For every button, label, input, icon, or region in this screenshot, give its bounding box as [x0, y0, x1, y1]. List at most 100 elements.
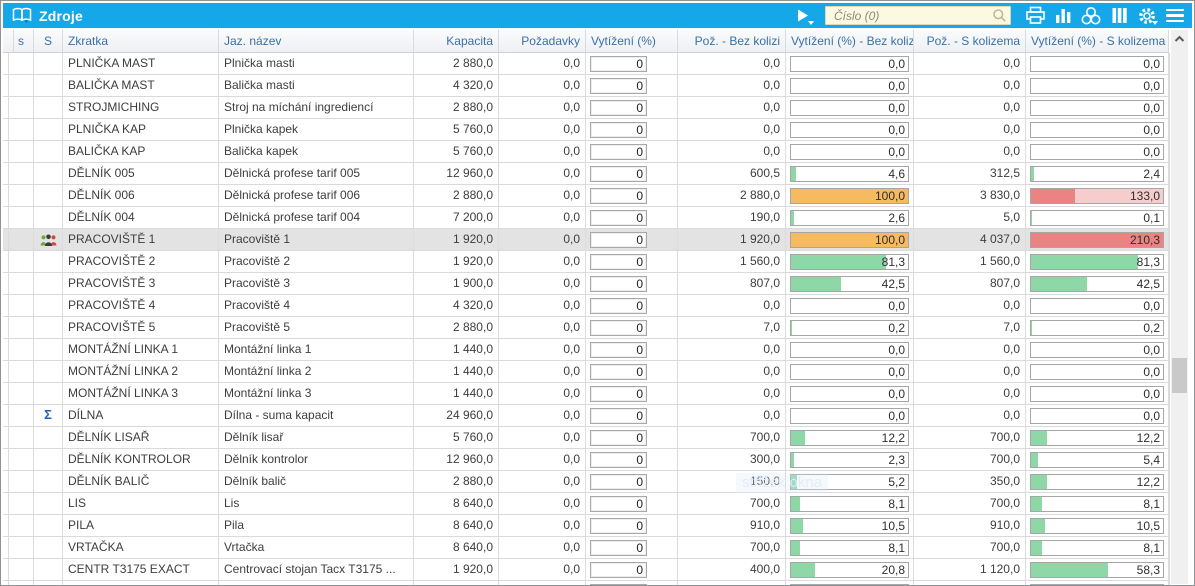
vytizeni-input[interactable]: 0 [590, 363, 647, 380]
cell-s [9, 537, 34, 558]
vytizeni-input[interactable]: 0 [590, 121, 647, 138]
vytizeni-input[interactable]: 0 [590, 539, 647, 556]
table-row[interactable]: MONTÁŽNÍ LINKA 2 Montážní linka 2 1 440,… [3, 361, 1169, 383]
vytizeni-input[interactable]: 0 [590, 517, 647, 534]
header-vytizeni-s-kolizema[interactable]: Vytížení (%) - S kolizema [1026, 30, 1169, 52]
table-row[interactable]: BALIČKA MAST Balička masti 4 320,0 0,0 0… [3, 75, 1169, 97]
header-S[interactable]: S [34, 30, 63, 52]
table-row[interactable]: PLNIČKA MAST Plnička masti 2 880,0 0,0 0… [3, 53, 1169, 75]
header-poz-s-kolizema[interactable]: Pož. - S kolizema [914, 30, 1026, 52]
cell-vyt-s: 210,3 [1026, 229, 1169, 250]
utilization-bar-bez: 8,1 [790, 495, 909, 512]
vytizeni-input[interactable]: 0 [590, 143, 647, 160]
table-row[interactable]: CENTR T3175 EXACT Centrovací stojan Tacx… [3, 559, 1169, 581]
cell-vyt-bez: 0,0 [786, 383, 914, 404]
cell-poz-bez: 300,0 [678, 449, 786, 470]
vytizeni-input[interactable]: 0 [590, 495, 647, 512]
cell-pozadavky: 0,0 [499, 185, 586, 206]
utilization-bar-bez: 0,0 [790, 297, 909, 314]
header-kapacita[interactable]: Kapacita [414, 30, 499, 52]
vytizeni-input[interactable]: 0 [590, 385, 647, 402]
table-row[interactable]: VRTAČKA Vrtačka 8 640,0 0,0 0 700,0 8,1 … [3, 537, 1169, 559]
header-pozadavky[interactable]: Požadavky [499, 30, 586, 52]
vytizeni-input[interactable]: 0 [590, 55, 647, 72]
vytizeni-input[interactable]: 0 [590, 187, 647, 204]
table-row[interactable]: DĚLNÍK KONTROLOR Dělník kontrolor 12 960… [3, 449, 1169, 471]
vytizeni-input[interactable]: 0 [590, 165, 647, 182]
search-input[interactable] [825, 6, 1011, 25]
vytizeni-input[interactable]: 0 [590, 561, 647, 578]
cell-kapacita: 8 640,0 [414, 515, 499, 536]
vytizeni-input[interactable]: 0 [590, 209, 647, 226]
utilization-bar-bez: 0,0 [790, 385, 909, 402]
utilization-bar-bez: 0,2 [790, 319, 909, 336]
table-row[interactable]: STROJMICHING Stroj na míchání ingredienc… [3, 97, 1169, 119]
cell-nazev: Montážní linka 1 [219, 339, 414, 360]
vertical-scrollbar[interactable] [1171, 30, 1188, 584]
table-row[interactable]: DĚLNÍK 004 Dělnická profese tarif 004 7 … [3, 207, 1169, 229]
table-row[interactable]: PRACOVIŠTĚ 2 Pracoviště 2 1 920,0 0,0 0 … [3, 251, 1169, 273]
cell-nazev: Montážní linka 2 [219, 361, 414, 382]
table-row[interactable]: BALIČKA KAP Balička kapek 5 760,0 0,0 0 … [3, 141, 1169, 163]
vytizeni-input[interactable]: 0 [590, 341, 647, 358]
vytizeni-input[interactable]: 0 [590, 297, 647, 314]
vytizeni-input[interactable]: 0 [590, 77, 647, 94]
cell-nazev: Dílna - suma kapacit [219, 405, 414, 426]
cell-kapacita: 8 640,0 [414, 537, 499, 558]
vytizeni-input[interactable]: 0 [590, 253, 647, 270]
table-row[interactable]: PILA Pila 8 640,0 0,0 0 910,0 10,5 910,0… [3, 515, 1169, 537]
relations-icon[interactable] [1079, 5, 1103, 26]
vytizeni-input[interactable]: 0 [590, 319, 647, 336]
cell-indicator [3, 273, 9, 294]
header-poz-bez-kolizi[interactable]: Pož. - Bez kolizi [678, 30, 786, 52]
cell-nazev: Plnička masti [219, 53, 414, 74]
scrollbar-thumb[interactable] [1172, 358, 1187, 393]
vytizeni-input[interactable]: 0 [590, 451, 647, 468]
cell-poz-s: 350,0 [914, 471, 1026, 492]
table-row[interactable]: DĚLNÍK BALIČ Dělník balič 2 880,0 0,0 0 … [3, 471, 1169, 493]
cell-poz-s: 5,0 [914, 207, 1026, 228]
search-icon[interactable] [992, 8, 1007, 28]
table-row[interactable]: Σ DÍLNA Dílna - suma kapacit 24 960,0 0,… [3, 405, 1169, 427]
utilization-bar-s: 58,3 [1030, 561, 1164, 578]
cell-S [34, 427, 63, 448]
bar-chart-icon[interactable] [1051, 5, 1075, 26]
vytizeni-input[interactable]: 0 [590, 231, 647, 248]
table-row[interactable]: MONTÁŽNÍ LINKA 3 Montážní linka 3 1 440,… [3, 383, 1169, 405]
vytizeni-input[interactable]: 0 [590, 407, 647, 424]
vytizeni-input[interactable]: 0 [590, 275, 647, 292]
cell-zkratka: PLNIČKA KAP [63, 119, 219, 140]
cell-vyt-s: 0,1 [1026, 207, 1169, 228]
table-row[interactable]: PRACOVIŠTĚ 3 Pracoviště 3 1 900,0 0,0 0 … [3, 273, 1169, 295]
bar-value: 0,0 [1143, 364, 1160, 379]
table-row[interactable]: DĚLNÍK 005 Dělnická profese tarif 005 12… [3, 163, 1169, 185]
header-vytizeni[interactable]: Vytížení (%) [586, 30, 678, 52]
header-vytizeni-bez-kolizi[interactable]: Vytížení (%) - Bez kolizi [786, 30, 914, 52]
vytizeni-input[interactable] [590, 583, 647, 585]
header-s[interactable]: s [9, 30, 34, 52]
vytizeni-input[interactable]: 0 [590, 473, 647, 490]
table-row[interactable]: PRACOVIŠTĚ 5 Pracoviště 5 2 880,0 0,0 0 … [3, 317, 1169, 339]
run-icon[interactable] [791, 5, 815, 26]
table-row[interactable] [3, 581, 1169, 585]
header-zkratka[interactable]: Zkratka [63, 30, 219, 52]
columns-icon[interactable] [1107, 5, 1131, 26]
header-jaz-nazev[interactable]: Jaz. název [219, 30, 414, 52]
cell-poz-bez: 807,0 [678, 273, 786, 294]
vytizeni-input[interactable]: 0 [590, 99, 647, 116]
menu-icon[interactable] [1163, 5, 1187, 26]
settings-gear-icon[interactable] [1135, 5, 1159, 26]
printer-icon[interactable] [1023, 5, 1047, 26]
table-row[interactable]: DĚLNÍK 006 Dělnická profese tarif 006 2 … [3, 185, 1169, 207]
vytizeni-input[interactable]: 0 [590, 429, 647, 446]
table-row[interactable]: PRACOVIŠTĚ 1 Pracoviště 1 1 920,0 0,0 0 … [3, 229, 1169, 251]
cell-s [9, 229, 34, 250]
scroll-up-icon[interactable] [1171, 30, 1188, 47]
table-row[interactable]: MONTÁŽNÍ LINKA 1 Montážní linka 1 1 440,… [3, 339, 1169, 361]
book-icon[interactable] [12, 7, 32, 24]
table-row[interactable]: DĚLNÍK LISAŘ Dělník lisař 5 760,0 0,0 0 … [3, 427, 1169, 449]
table-row[interactable]: LIS Lis 8 640,0 0,0 0 700,0 8,1 700,0 8,… [3, 493, 1169, 515]
table-row[interactable]: PLNIČKA KAP Plnička kapek 5 760,0 0,0 0 … [3, 119, 1169, 141]
cell-nazev: Dělnická profese tarif 005 [219, 163, 414, 184]
table-row[interactable]: PRACOVIŠTĚ 4 Pracoviště 4 4 320,0 0,0 0 … [3, 295, 1169, 317]
